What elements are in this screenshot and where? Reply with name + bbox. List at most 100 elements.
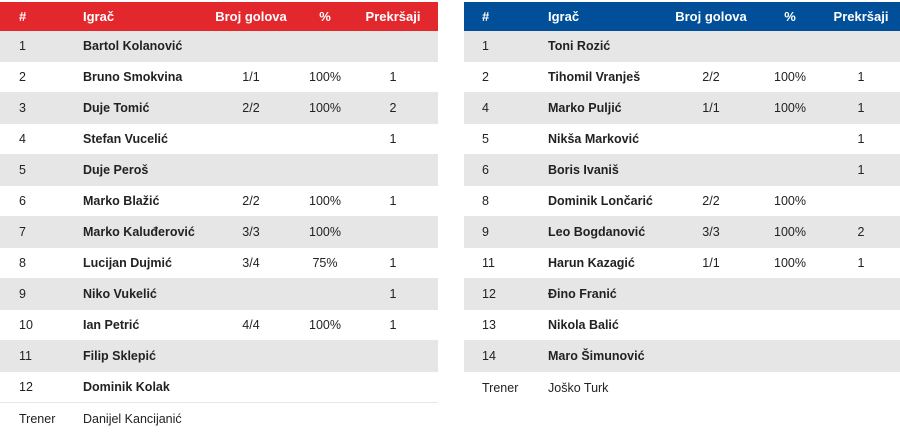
- table-row: 9 Leo Bogdanović 3/3 100% 2: [464, 217, 900, 248]
- player-pct: 100%: [309, 318, 341, 332]
- player-pct: 100%: [774, 256, 806, 270]
- table-row: 12 Dominik Kolak: [0, 372, 438, 403]
- table-row: 5 Duje Peroš: [0, 155, 438, 186]
- header-goals: Broj golova: [215, 9, 287, 24]
- table-row: 10 Ian Petrić 4/4 100% 1: [0, 310, 438, 341]
- player-number: 1: [19, 39, 26, 53]
- player-name: Duje Tomić: [83, 101, 150, 115]
- player-name: Leo Bogdanović: [548, 225, 646, 239]
- table-row: 4 Stefan Vucelić 1: [0, 124, 438, 155]
- player-goals: 4/4: [242, 318, 260, 332]
- player-name: Nikola Balić: [548, 318, 619, 332]
- player-name: Toni Rozić: [548, 39, 611, 53]
- player-name: Dominik Kolak: [83, 380, 170, 394]
- player-name: Maro Šimunović: [548, 349, 645, 363]
- player-name: Bartol Kolanović: [83, 39, 183, 53]
- table-row: 3 Duje Tomić 2/2 100% 2: [0, 93, 438, 124]
- table-row: 6 Marko Blažić 2/2 100% 1: [0, 186, 438, 217]
- header-num: #: [482, 9, 490, 24]
- player-fouls: 1: [389, 287, 397, 301]
- player-name: Lucijan Dujmić: [83, 256, 172, 270]
- player-pct: 100%: [774, 70, 806, 84]
- player-fouls: 1: [389, 132, 397, 146]
- player-goals: 3/3: [242, 225, 260, 239]
- table-row: 4 Marko Puljić 1/1 100% 1: [464, 93, 900, 124]
- player-number: 12: [19, 380, 33, 394]
- player-name: Tihomil Vranješ: [548, 70, 641, 84]
- coach-label: Trener: [19, 411, 56, 426]
- team-right-table: # Igrač Broj golova % Prekršaji 1 Toni Ro…: [464, 2, 900, 403]
- player-pct: 100%: [309, 101, 341, 115]
- table-body: 1 Toni Rozić 2 Tihomil Vranješ 2/2 100% 1 4 Mark…: [464, 31, 900, 372]
- table-row: 6 Boris Ivaniš 1: [464, 155, 900, 186]
- table-row: 8 Dominik Lončarić 2/2 100%: [464, 186, 900, 217]
- player-goals: 3/3: [702, 225, 720, 239]
- coach-name: Danijel Kancijanić: [83, 411, 182, 426]
- player-goals: 3/4: [242, 256, 260, 270]
- player-number: 2: [482, 70, 489, 84]
- player-pct: 100%: [774, 225, 806, 239]
- player-fouls: 2: [857, 225, 865, 239]
- player-name: Stefan Vucelić: [83, 132, 168, 146]
- table-row: 11 Harun Kazagić 1/1 100% 1: [464, 248, 900, 279]
- player-name: Ian Petrić: [83, 318, 140, 332]
- player-fouls: 1: [857, 132, 865, 146]
- player-number: 5: [19, 163, 26, 177]
- table-row: 2 Bruno Smokvina 1/1 100% 1: [0, 62, 438, 93]
- player-number: 9: [19, 287, 26, 301]
- table-row: 12 Đino Franić: [464, 279, 900, 310]
- player-goals: 2/2: [242, 194, 260, 208]
- coach-row: Trener Joško Turk: [464, 372, 900, 403]
- player-number: 8: [482, 194, 489, 208]
- player-name: Dominik Lončarić: [548, 194, 653, 208]
- team-left-table: # Igrač Broj golova % Prekršaji 1 Bartol …: [0, 2, 438, 434]
- player-pct: 100%: [774, 194, 806, 208]
- player-name: Marko Blažić: [83, 194, 160, 208]
- player-pct: 100%: [774, 101, 806, 115]
- player-pct: 100%: [309, 225, 341, 239]
- player-number: 4: [482, 101, 489, 115]
- player-number: 6: [482, 163, 489, 177]
- player-fouls: 1: [857, 101, 865, 115]
- table-header: # Igrač Broj golova % Prekršaji: [464, 2, 900, 31]
- player-fouls: 1: [389, 70, 397, 84]
- header-player: Igrač: [548, 9, 580, 24]
- table-row: 1 Bartol Kolanović: [0, 31, 438, 62]
- table-row: 8 Lucijan Dujmić 3/4 75% 1: [0, 248, 438, 279]
- player-goals: 2/2: [242, 101, 260, 115]
- header-fouls: Prekršaji: [365, 9, 421, 24]
- header-pct: %: [784, 9, 796, 24]
- player-name: Đino Franić: [548, 287, 617, 301]
- player-fouls: 1: [389, 194, 397, 208]
- player-name: Harun Kazagić: [548, 256, 635, 270]
- player-name: Filip Sklepić: [83, 349, 156, 363]
- player-name: Marko Kaluđerović: [83, 225, 195, 239]
- player-number: 9: [482, 225, 489, 239]
- player-number: 7: [19, 225, 26, 239]
- player-number: 3: [19, 101, 26, 115]
- player-pct: 100%: [309, 70, 341, 84]
- table-header: # Igrač Broj golova % Prekršaji: [0, 2, 438, 31]
- player-name: Bruno Smokvina: [83, 70, 183, 84]
- table-row: 11 Filip Sklepić: [0, 341, 438, 372]
- player-pct: 100%: [309, 194, 341, 208]
- header-fouls: Prekršaji: [833, 9, 889, 24]
- player-fouls: 1: [389, 318, 397, 332]
- table-body: 1 Bartol Kolanović 2 Bruno Smokvina 1/1 100% 1…: [0, 31, 438, 403]
- player-number: 8: [19, 256, 26, 270]
- table-row: 13 Nikola Balić: [464, 310, 900, 341]
- player-name: Marko Puljić: [548, 101, 622, 115]
- coach-name: Joško Turk: [548, 380, 609, 395]
- player-number: 4: [19, 132, 26, 146]
- player-number: 5: [482, 132, 489, 146]
- player-name: Duje Peroš: [83, 163, 149, 177]
- header-player: Igrač: [83, 9, 115, 24]
- player-fouls: 1: [857, 70, 865, 84]
- player-pct: 75%: [312, 256, 338, 270]
- player-number: 2: [19, 70, 26, 84]
- table-row: 9 Niko Vukelić 1: [0, 279, 438, 310]
- player-name: Nikša Marković: [548, 132, 640, 146]
- player-number: 1: [482, 39, 489, 53]
- player-goals: 2/2: [702, 194, 720, 208]
